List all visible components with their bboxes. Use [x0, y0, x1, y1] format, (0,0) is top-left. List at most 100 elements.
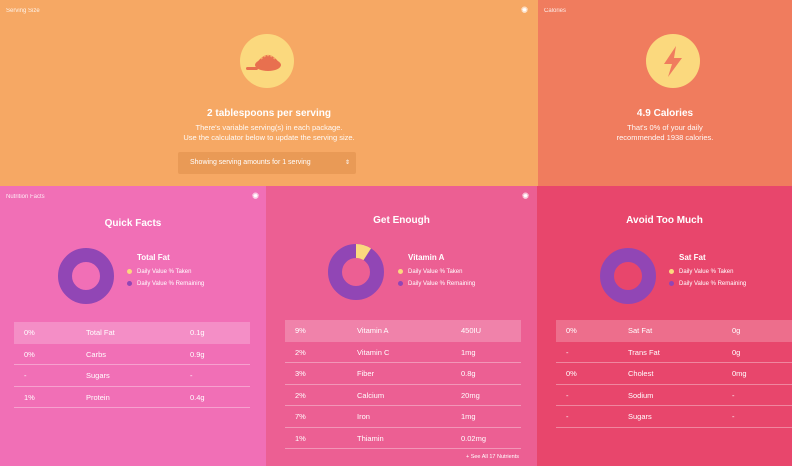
nutrition-facts-label: Nutrition Facts	[6, 194, 45, 200]
table-row: 0% Sat Fat 0g	[556, 320, 792, 342]
row-dv: 3%	[295, 369, 306, 378]
legend-taken-label: Daily Value % Taken	[408, 269, 463, 275]
row-dv: -	[566, 412, 569, 421]
legend-dot-taken	[669, 268, 674, 274]
table-row: 2% Vitamin C 1mg	[285, 342, 521, 363]
row-name: Fiber	[357, 369, 375, 378]
row-dv: 0%	[566, 326, 577, 335]
legend-remaining: Daily Value % Remaining	[669, 278, 746, 290]
get-enough-table: 9% Vitamin A 450IU 2% Vitamin C 1mg 3% Fiber 0.8…	[285, 320, 521, 449]
row-amount: 0.9g	[190, 349, 205, 359]
row-amount: 0.8g	[461, 369, 476, 378]
table-row: 0% Carbs 0.9g	[14, 344, 250, 365]
legend-dot-taken	[398, 268, 403, 274]
legend-taken-label: Daily Value % Taken	[679, 269, 734, 275]
calories-panel: Calories 4.9 Calories That's 0% of your …	[538, 0, 792, 186]
legend-taken: Daily Value % Taken	[398, 266, 475, 278]
legend-taken: Daily Value % Taken	[669, 266, 746, 278]
row-amount: 0g	[732, 326, 741, 335]
legend-taken: Daily Value % Taken	[127, 266, 204, 278]
row-dv: 1%	[24, 392, 35, 402]
spoon-icon	[240, 34, 294, 88]
get-enough-panel: ✺ Get Enough Vitamin A Daily Value % Tak…	[266, 186, 537, 466]
quick-facts-donut	[58, 248, 114, 304]
table-row: - Sodium -	[556, 385, 792, 406]
table-row: 7% Iron 1mg	[285, 406, 521, 428]
calories-heading: 4.9 Calories	[636, 108, 694, 119]
lightbulb-icon[interactable]: ✺	[521, 191, 530, 201]
serving-size-panel: Serving Size ✺ 2 tablespoons per serving…	[0, 0, 538, 186]
row-name: Protein	[86, 392, 110, 402]
avoid-too-much-panel: Avoid Too Much Sat Fat Daily Value % Tak…	[537, 186, 792, 466]
calories-info-line2: recommended 1938 calories.	[616, 133, 714, 142]
row-amount: 1mg	[461, 412, 476, 421]
row-name: Cholest	[628, 369, 654, 378]
legend-remaining-label: Daily Value % Remaining	[137, 281, 205, 287]
row-amount: 0.4g	[190, 392, 205, 402]
row-name: Vitamin A	[357, 326, 389, 335]
row-dv: 7%	[295, 412, 306, 421]
row-dv: -	[566, 390, 569, 400]
serving-info-line1: There's variable serving(s) in each pack…	[195, 123, 343, 132]
row-dv: 9%	[295, 326, 306, 335]
quick-facts-panel: Nutrition Facts ✺ Quick Facts Total Fat …	[0, 186, 266, 466]
row-name: Sugars	[628, 412, 652, 421]
serving-amount-select[interactable]: Showing serving amounts for 1 serving ⇕	[178, 152, 356, 174]
row-amount: 450IU	[461, 326, 482, 335]
row-amount: 1mg	[461, 347, 476, 357]
legend-dot-taken	[127, 268, 132, 274]
table-row: 3% Fiber 0.8g	[285, 363, 521, 385]
table-row: 9% Vitamin A 450IU	[285, 320, 521, 342]
row-name: Iron	[357, 412, 370, 421]
avoid-too-much-title: Avoid Too Much	[626, 215, 703, 226]
row-name: Sugars	[86, 371, 110, 380]
row-name: Sat Fat	[628, 326, 653, 335]
row-dv: -	[24, 371, 27, 380]
table-row: - Trans Fat 0g	[556, 342, 792, 363]
row-dv: 2%	[295, 390, 306, 400]
row-amount: 0.1g	[190, 328, 205, 337]
table-row: 1% Protein 0.4g	[14, 387, 250, 408]
row-amount: 0mg	[732, 369, 747, 378]
calories-info-line1: That's 0% of your daily	[627, 123, 703, 132]
legend-dot-remaining	[127, 280, 132, 286]
legend-taken-label: Daily Value % Taken	[137, 269, 192, 275]
row-dv: 1%	[295, 433, 306, 443]
table-row: - Sugars -	[14, 365, 250, 387]
row-dv: 0%	[566, 369, 577, 378]
lightbulb-icon[interactable]: ✺	[251, 191, 260, 201]
avoid-nutrient-name: Sat Fat	[679, 253, 706, 262]
row-name: Vitamin C	[357, 347, 390, 357]
avoid-too-much-table: 0% Sat Fat 0g - Trans Fat 0g 0% Cholest 0mg - Sodi…	[556, 320, 792, 428]
row-amount: 20mg	[461, 390, 480, 400]
legend-dot-remaining	[398, 280, 403, 286]
table-row: 0% Cholest 0mg	[556, 363, 792, 385]
get-enough-title: Get Enough	[373, 215, 430, 226]
legend-remaining: Daily Value % Remaining	[398, 278, 475, 290]
see-all-nutrients-link[interactable]: + See All 17 Nutrients	[465, 454, 519, 460]
row-dv: 0%	[24, 349, 35, 359]
quick-facts-title: Quick Facts	[104, 218, 162, 229]
quick-nutrient-name: Total Fat	[137, 253, 170, 262]
lightbulb-icon[interactable]: ✺	[520, 5, 529, 15]
row-amount: -	[732, 412, 735, 421]
row-dv: 2%	[295, 347, 306, 357]
row-name: Trans Fat	[628, 347, 660, 357]
row-name: Carbs	[86, 349, 107, 359]
serving-info-line2: Use the calculator below to update the s…	[183, 133, 355, 142]
row-name: Calcium	[357, 390, 385, 400]
table-row: - Sugars -	[556, 406, 792, 428]
serving-size-label: Serving Size	[6, 8, 40, 14]
quick-facts-table: 0% Total Fat 0.1g 0% Carbs 0.9g - Sugars - 1% Prot…	[14, 322, 250, 408]
row-name: Thiamin	[357, 433, 384, 443]
table-row: 0% Total Fat 0.1g	[14, 322, 250, 344]
row-amount: -	[732, 390, 735, 400]
select-caret-icon: ⇕	[344, 160, 350, 166]
legend-remaining-label: Daily Value % Remaining	[679, 281, 747, 287]
legend-dot-remaining	[669, 280, 674, 286]
row-name: Total Fat	[86, 328, 115, 337]
table-row: 1% Thiamin 0.02mg	[285, 428, 521, 449]
avoid-too-much-donut	[600, 248, 656, 304]
row-name: Sodium	[628, 390, 654, 400]
calories-label: Calories	[544, 8, 567, 14]
